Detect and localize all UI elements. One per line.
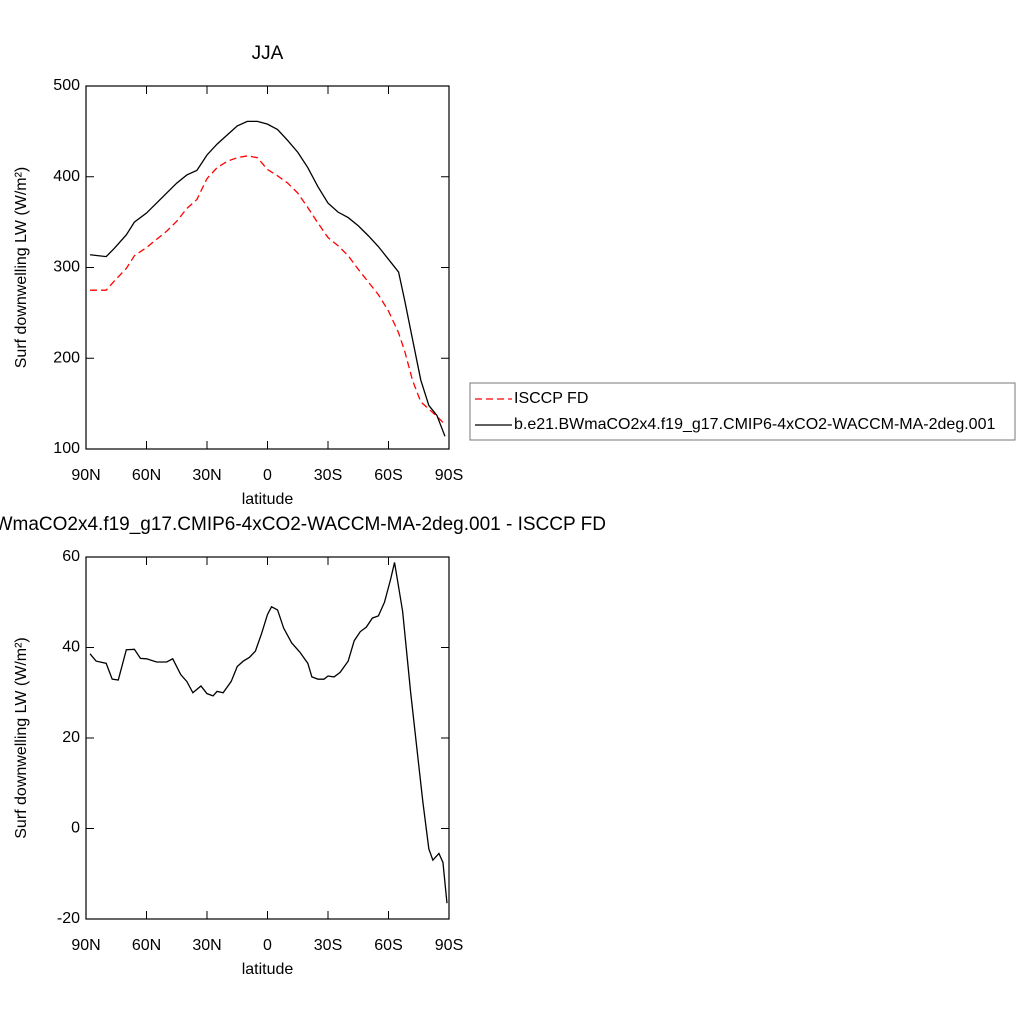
- chart-title: JJA: [252, 43, 284, 64]
- x-tick-label: 0: [263, 937, 272, 954]
- y-tick-label: 100: [53, 440, 80, 457]
- y-tick-label: 200: [53, 349, 80, 366]
- data-line: [90, 155, 446, 425]
- y-tick-label: 40: [62, 639, 80, 656]
- y-axis-label: Surf downwelling LW (W/m²): [13, 637, 30, 839]
- x-tick-label: 60S: [374, 937, 402, 954]
- y-tick-label: 500: [53, 77, 80, 94]
- x-tick-label: 60N: [132, 937, 161, 954]
- y-tick-label: -20: [57, 910, 80, 927]
- legend-label: ISCCP FD: [514, 390, 588, 407]
- data-line: [89, 120, 446, 437]
- x-axis-label: latitude: [242, 961, 294, 978]
- legend-box: [469, 382, 1016, 441]
- x-axis-label: latitude: [242, 491, 294, 508]
- x-tick-label: 90S: [435, 467, 463, 484]
- y-tick-label: 400: [53, 168, 80, 185]
- x-tick-label: 90N: [71, 467, 100, 484]
- y-tick-label: 20: [62, 729, 80, 746]
- x-tick-label: 30N: [192, 937, 221, 954]
- data-line: [89, 562, 448, 904]
- x-tick-label: 90N: [71, 937, 100, 954]
- y-tick-label: 0: [71, 820, 80, 837]
- legend: ISCCP FD b.e21.BWmaCO2x4.f19_g17.CMIP6-4x…: [469, 382, 1016, 441]
- x-tick-label: 30S: [314, 467, 342, 484]
- y-axis-label: Surf downwelling LW (W/m²): [13, 167, 30, 369]
- x-tick-label: 60N: [132, 467, 161, 484]
- x-tick-label: 30S: [314, 937, 342, 954]
- y-tick-label: 300: [53, 259, 80, 276]
- chart-title: b.e21.BWmaCO2x4.f19_g17.CMIP6-4xCO2-WACC…: [0, 514, 606, 535]
- x-tick-label: 90S: [435, 937, 463, 954]
- legend-label: b.e21.BWmaCO2x4.f19_g17.CMIP6-4xCO2-WACC…: [514, 416, 995, 433]
- plot-frame: [85, 556, 450, 920]
- x-tick-label: 0: [263, 467, 272, 484]
- x-tick-label: 60S: [374, 467, 402, 484]
- x-tick-label: 30N: [192, 467, 221, 484]
- y-tick-label: 60: [62, 548, 80, 565]
